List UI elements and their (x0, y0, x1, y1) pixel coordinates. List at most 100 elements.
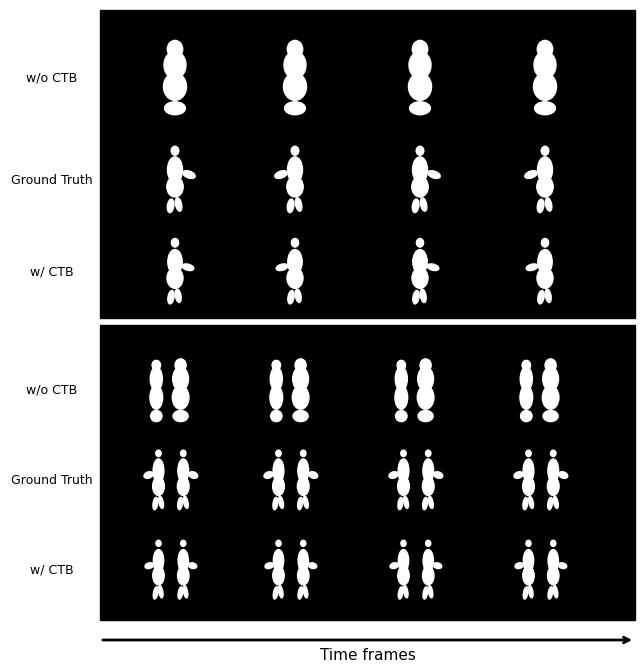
Ellipse shape (145, 562, 154, 568)
Ellipse shape (156, 540, 161, 546)
Ellipse shape (270, 385, 283, 409)
Ellipse shape (550, 540, 556, 546)
Ellipse shape (413, 157, 428, 183)
Ellipse shape (278, 496, 284, 508)
Ellipse shape (168, 157, 182, 183)
Ellipse shape (412, 199, 419, 212)
Ellipse shape (175, 198, 182, 211)
Text: Time frames: Time frames (319, 647, 415, 663)
Ellipse shape (523, 477, 534, 496)
Ellipse shape (273, 587, 278, 599)
Ellipse shape (172, 238, 179, 247)
Ellipse shape (396, 367, 407, 391)
Ellipse shape (292, 385, 309, 409)
Ellipse shape (153, 459, 164, 482)
Ellipse shape (287, 199, 294, 212)
Ellipse shape (523, 459, 534, 482)
Ellipse shape (413, 291, 419, 304)
Ellipse shape (167, 199, 174, 212)
Ellipse shape (423, 550, 433, 572)
Ellipse shape (418, 367, 433, 391)
Ellipse shape (167, 176, 183, 197)
Ellipse shape (543, 410, 558, 422)
Ellipse shape (168, 291, 174, 304)
Ellipse shape (275, 170, 287, 178)
Ellipse shape (523, 566, 534, 585)
Ellipse shape (412, 176, 428, 197)
Ellipse shape (396, 410, 407, 422)
Ellipse shape (422, 477, 434, 496)
Ellipse shape (525, 170, 537, 178)
Ellipse shape (273, 550, 284, 572)
Ellipse shape (514, 472, 523, 478)
Ellipse shape (427, 264, 439, 271)
Ellipse shape (271, 410, 282, 422)
Ellipse shape (515, 562, 524, 568)
Ellipse shape (520, 385, 532, 409)
Ellipse shape (404, 496, 408, 508)
Ellipse shape (175, 359, 186, 371)
Ellipse shape (293, 410, 308, 422)
Ellipse shape (298, 587, 303, 599)
Ellipse shape (284, 73, 307, 100)
Ellipse shape (420, 289, 426, 303)
Ellipse shape (526, 450, 531, 456)
Ellipse shape (173, 410, 188, 422)
Ellipse shape (559, 472, 568, 478)
Ellipse shape (558, 562, 567, 568)
Ellipse shape (178, 459, 189, 482)
Ellipse shape (542, 385, 559, 409)
Ellipse shape (423, 459, 434, 482)
Ellipse shape (529, 496, 534, 508)
Ellipse shape (409, 51, 431, 79)
Ellipse shape (183, 170, 195, 178)
Ellipse shape (164, 51, 186, 79)
Ellipse shape (401, 540, 406, 546)
Ellipse shape (295, 289, 301, 303)
Ellipse shape (389, 472, 398, 478)
Ellipse shape (308, 562, 317, 568)
Ellipse shape (163, 73, 186, 100)
Ellipse shape (534, 51, 556, 79)
Ellipse shape (416, 146, 424, 155)
Ellipse shape (298, 550, 308, 572)
Ellipse shape (189, 472, 198, 478)
Ellipse shape (159, 496, 164, 508)
Ellipse shape (404, 586, 408, 598)
Ellipse shape (273, 459, 284, 482)
Ellipse shape (172, 146, 179, 155)
Ellipse shape (420, 359, 431, 371)
Ellipse shape (273, 566, 284, 585)
Ellipse shape (276, 264, 288, 271)
Ellipse shape (285, 102, 305, 115)
Ellipse shape (295, 359, 306, 371)
Ellipse shape (434, 472, 443, 478)
Ellipse shape (433, 562, 442, 568)
Ellipse shape (526, 540, 531, 546)
Ellipse shape (412, 268, 428, 289)
Ellipse shape (273, 498, 278, 510)
Ellipse shape (303, 496, 308, 508)
Ellipse shape (298, 477, 309, 496)
Ellipse shape (410, 102, 431, 115)
Ellipse shape (534, 73, 557, 100)
Ellipse shape (426, 540, 431, 546)
Ellipse shape (543, 367, 559, 391)
Ellipse shape (548, 459, 559, 482)
Ellipse shape (398, 566, 409, 585)
Ellipse shape (545, 198, 552, 211)
Ellipse shape (303, 586, 308, 598)
Ellipse shape (188, 562, 196, 568)
Ellipse shape (298, 459, 308, 482)
Ellipse shape (178, 498, 182, 510)
Ellipse shape (276, 540, 281, 546)
Ellipse shape (420, 198, 427, 211)
Ellipse shape (529, 586, 533, 598)
Ellipse shape (398, 550, 409, 572)
Ellipse shape (167, 268, 183, 289)
Ellipse shape (278, 586, 283, 598)
Ellipse shape (287, 176, 303, 197)
Text: w/ CTB: w/ CTB (30, 564, 74, 576)
Ellipse shape (395, 385, 408, 409)
Ellipse shape (398, 459, 409, 482)
